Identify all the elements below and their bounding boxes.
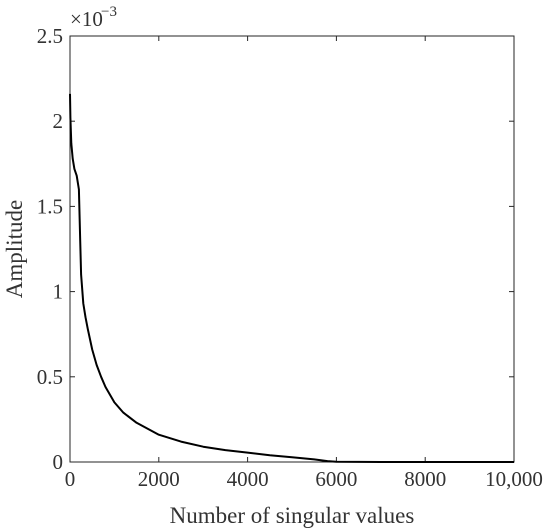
- y-tick-label: 1: [53, 280, 64, 304]
- y-tick-label: 2: [53, 109, 64, 133]
- x-axis: 0 2000 4000 6000 8000 10,000: [65, 36, 543, 491]
- y-tick-label: 2.5: [37, 24, 63, 48]
- y-axis: 0 0.5 1 1.5 2 2.5: [37, 24, 514, 474]
- y-exponent-base: ×10: [70, 7, 103, 31]
- plot-area: [69, 35, 515, 463]
- y-tick-label: 1.5: [37, 194, 63, 218]
- x-tick-label: 6000: [315, 467, 357, 491]
- x-tick-label: 4000: [227, 467, 269, 491]
- y-tick-label: 0: [53, 450, 64, 474]
- x-tick-label: 0: [65, 467, 76, 491]
- series-line: [69, 93, 514, 463]
- y-axis-label: Amplitude: [2, 200, 27, 298]
- y-tick-label: 0.5: [37, 365, 63, 389]
- y-exponent-power: −3: [101, 4, 117, 20]
- x-tick-label: 8000: [404, 467, 446, 491]
- x-tick-label: 2000: [138, 467, 180, 491]
- x-axis-label: Number of singular values: [170, 503, 415, 528]
- x-tick-label: 10,000: [485, 467, 543, 491]
